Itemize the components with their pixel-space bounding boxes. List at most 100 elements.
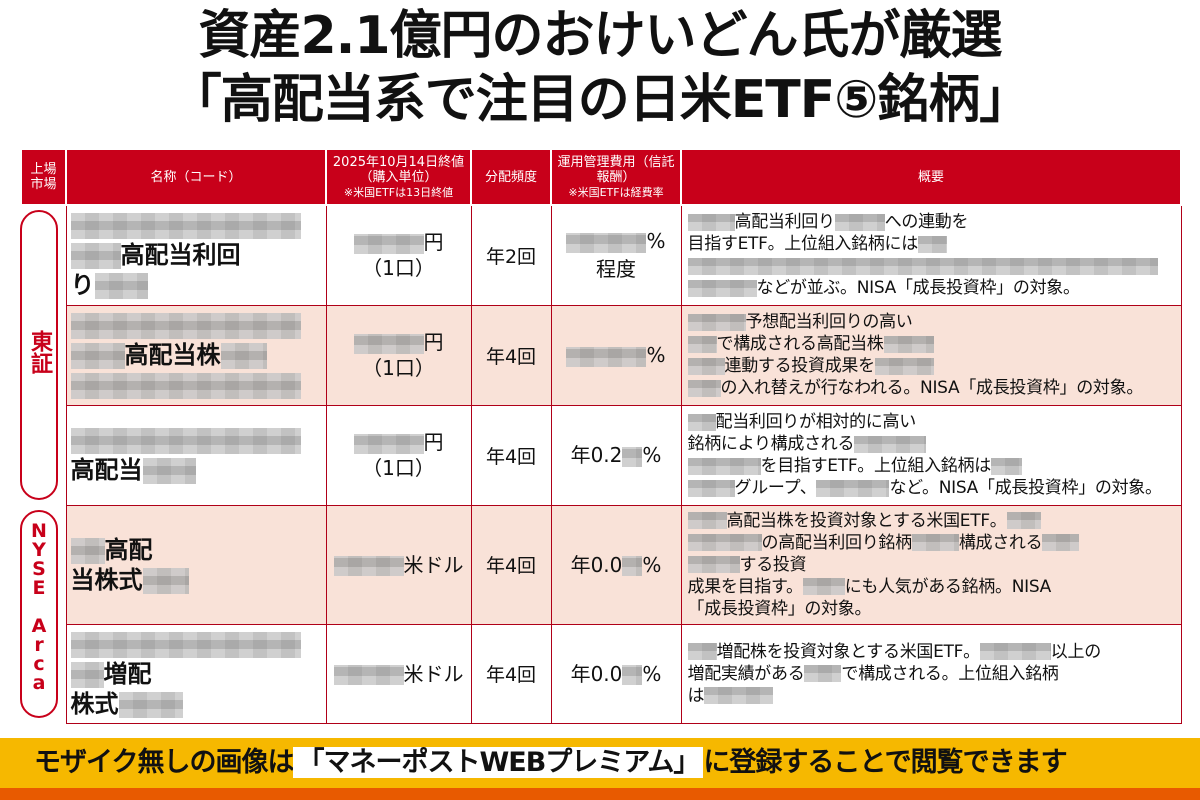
mosaic bbox=[70, 537, 105, 564]
mosaic bbox=[142, 567, 189, 594]
line: 程度 bbox=[552, 255, 681, 283]
line: 円 bbox=[327, 329, 471, 355]
table-row: 増配 株式 米ドル 年4回 年0.0% 増配株を投資対象とする米国ETF。 以上の 増配実績が… bbox=[21, 623, 1182, 724]
mosaic bbox=[94, 273, 148, 300]
text: で構成される高配当株 bbox=[716, 334, 884, 354]
text: 程度 bbox=[596, 257, 636, 282]
text: 目指すETF。上位組入銘柄には bbox=[687, 234, 919, 255]
mosaic bbox=[70, 661, 104, 688]
freq-cell: 年4回 bbox=[470, 304, 552, 406]
premium-link[interactable]: 「マネーポストWEBプレミアム」 bbox=[293, 747, 704, 778]
freq-cell: 年2回 bbox=[470, 204, 552, 306]
text: 当株式 bbox=[70, 565, 143, 594]
mosaic bbox=[990, 457, 1022, 475]
mosaic bbox=[883, 335, 934, 353]
text: にも人気がある銘柄。NISA bbox=[844, 576, 1052, 597]
text: で構成される。上位組入銘柄 bbox=[841, 663, 1059, 684]
summary-cell: 高配当株を投資対象とする米国ETF。 の高配当利回り銘柄 構成される する投資 成果を目… bbox=[680, 504, 1182, 625]
text: 年0.0 bbox=[570, 552, 623, 577]
header-market: 上場市場 bbox=[20, 148, 67, 206]
mosaic bbox=[687, 357, 725, 375]
text: （1口） bbox=[362, 256, 435, 281]
text: など。NISA「成長投資枠」の対象。 bbox=[889, 478, 1162, 498]
line bbox=[70, 425, 322, 455]
line: 増配実績がある で構成される。上位組入銘柄 bbox=[688, 663, 1175, 685]
mosaic bbox=[353, 233, 424, 254]
mosaic bbox=[70, 313, 301, 339]
text: 予想配当利回りの高い bbox=[745, 312, 913, 332]
mosaic bbox=[687, 643, 717, 660]
text: 高配当利回 bbox=[120, 241, 241, 270]
mosaic bbox=[687, 257, 1158, 275]
line: などが並ぶ。NISA「成長投資枠」の対象。 bbox=[687, 277, 1175, 299]
mosaic bbox=[687, 556, 740, 573]
line: % bbox=[552, 341, 681, 369]
text: 配当利回りが相対的に高い bbox=[715, 412, 917, 432]
header-name: 名称（コード） bbox=[65, 148, 327, 206]
text: などが並ぶ。NISA「成長投資枠」の対象。 bbox=[756, 278, 1080, 299]
text: 高配当 bbox=[70, 456, 143, 484]
text: は bbox=[687, 685, 705, 706]
line: 年0.0% bbox=[552, 551, 681, 579]
text: 増配株を投資対象とする米国ETF。 bbox=[716, 641, 981, 662]
mosaic bbox=[911, 534, 959, 551]
line: 株式 bbox=[71, 689, 322, 719]
line: 高配当 bbox=[71, 455, 322, 485]
text: の入れ替えが行なわれる。NISA「成長投資枠」の対象。 bbox=[720, 378, 1144, 398]
line: グループ、 など。NISA「成長投資枠」の対象。 bbox=[687, 477, 1175, 499]
mosaic bbox=[834, 213, 885, 231]
mosaic bbox=[70, 343, 125, 369]
line: を目指すETF。上位組入銘柄は bbox=[687, 455, 1175, 477]
text: 成果を目指す。 bbox=[687, 576, 804, 597]
text: % bbox=[646, 229, 666, 254]
line: の入れ替えが行なわれる。NISA「成長投資枠」の対象。 bbox=[687, 377, 1175, 399]
mosaic bbox=[704, 687, 774, 704]
text: 増配 bbox=[103, 659, 152, 688]
line: 配当利回りが相対的に高い bbox=[687, 411, 1175, 433]
line: 円 bbox=[327, 229, 471, 255]
mosaic bbox=[1042, 534, 1080, 551]
table-row: 高配当利回り円（1口） 年2回% 程度 高配当利回り への連動を 目指すETF。上位組入銘… bbox=[21, 204, 1182, 306]
line: 米ドル bbox=[327, 661, 471, 687]
table-row: 高配当株 円（1口） 年4回% 予想配当利回りの高い で構成される高配当株 連動する投資成… bbox=[21, 304, 1182, 406]
line: 当株式 bbox=[71, 565, 322, 595]
price-cell: 円（1口） bbox=[325, 304, 472, 406]
line: 「成長投資枠」の対象。 bbox=[688, 598, 1175, 620]
line: 円 bbox=[327, 429, 471, 455]
mosaic bbox=[687, 457, 761, 475]
mosaic bbox=[622, 446, 643, 467]
market-tse: 東証 bbox=[20, 210, 58, 500]
text: 銘柄により構成される bbox=[687, 434, 855, 454]
freq-cell: 年4回 bbox=[470, 504, 552, 625]
name-cell: 増配 株式 bbox=[65, 623, 327, 724]
mosaic bbox=[687, 313, 746, 331]
mosaic bbox=[687, 512, 727, 529]
mosaic bbox=[1006, 512, 1041, 529]
line: 連動する投資成果を bbox=[687, 355, 1175, 377]
mosaic bbox=[687, 213, 735, 231]
header-price: 2025年10月14日終値（購入単位） ※米国ETFは13日終値 bbox=[325, 148, 472, 206]
line: （1口） bbox=[327, 355, 471, 381]
line: 予想配当利回りの高い bbox=[687, 311, 1175, 333]
mosaic bbox=[333, 556, 404, 576]
text: % bbox=[642, 552, 662, 577]
name-cell: 高配当利回り bbox=[65, 204, 327, 306]
name-cell: 高配 当株式 bbox=[65, 504, 327, 625]
text: 高配当株 bbox=[124, 341, 221, 369]
summary-cell: 配当利回りが相対的に高い 銘柄により構成される を目指すETF。上位組入銘柄は グルー… bbox=[680, 404, 1182, 506]
page-title: 資産2.1億円のおけいどん氏が厳選 「高配当系で注目の日米ETF⑤銘柄」 bbox=[169, 6, 1032, 130]
header-freq: 分配頻度 bbox=[470, 148, 552, 206]
premium-banner[interactable]: モザイク無しの画像は 「マネーポストWEBプレミアム」 に登録することで閲覧できます bbox=[0, 738, 1200, 800]
line: 高配当株を投資対象とする米国ETF。 bbox=[687, 510, 1175, 532]
line: 目指すETF。上位組入銘柄には bbox=[688, 233, 1175, 255]
table-row: 高配当円（1口） 年4回 年0.2% 配当利回りが相対的に高い 銘柄により構成される を目… bbox=[21, 404, 1182, 506]
line bbox=[70, 370, 322, 400]
mosaic bbox=[566, 232, 647, 253]
text: 米ドル bbox=[403, 552, 464, 577]
etf-table: 上場市場 名称（コード） 2025年10月14日終値（購入単位） ※米国ETFは1… bbox=[20, 148, 1182, 724]
line: 銘柄により構成される bbox=[688, 433, 1175, 455]
mosaic bbox=[70, 631, 301, 658]
text: （1口） bbox=[362, 456, 435, 480]
price-cell: 米ドル bbox=[325, 504, 472, 625]
line: 増配株を投資対象とする米国ETF。 以上の bbox=[687, 641, 1175, 663]
